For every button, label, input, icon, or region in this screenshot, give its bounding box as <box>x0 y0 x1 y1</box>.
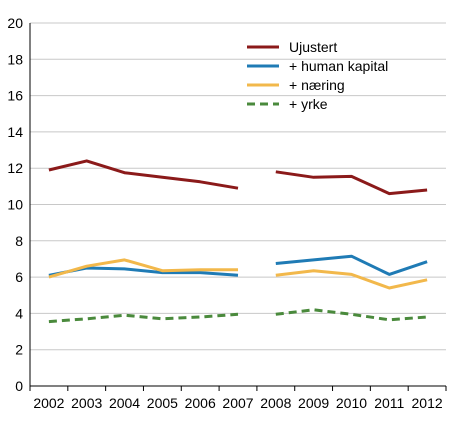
y-tick-label: 16 <box>7 88 23 104</box>
series-line-næring <box>275 269 428 290</box>
y-tick-label: 14 <box>7 124 23 140</box>
y-tick-label: 0 <box>15 378 23 394</box>
series-line-yrke <box>275 308 428 322</box>
y-tick-label: 8 <box>15 233 23 249</box>
x-tick-label: 2005 <box>147 395 178 411</box>
series-line-næring <box>48 258 238 279</box>
x-tick-label: 2006 <box>185 395 216 411</box>
y-tick-label: 10 <box>7 197 23 213</box>
series-line-ujustert <box>275 170 428 196</box>
x-tick-label: 2010 <box>336 395 367 411</box>
series-line-human-kapital <box>275 254 428 276</box>
series-line-yrke <box>48 312 239 324</box>
x-tick-label: 2009 <box>298 395 329 411</box>
legend-label: + human kapital <box>289 58 388 74</box>
x-tick-label: 2003 <box>71 395 102 411</box>
y-tick-label: 4 <box>15 305 23 321</box>
y-tick-label: 18 <box>7 51 23 67</box>
x-tick-label: 2012 <box>412 395 443 411</box>
y-tick-label: 6 <box>15 269 23 285</box>
x-tick-label: 2008 <box>260 395 291 411</box>
axes: 0 2 4 6 8 10 12 14 16 18 20 2002 2003 2004 2005 2006 200… <box>7 15 447 411</box>
legend-label: + næring <box>289 77 345 93</box>
series-lines <box>48 159 428 324</box>
y-tick-label: 12 <box>7 160 23 176</box>
legend-label: Ujustert <box>289 39 337 55</box>
x-tick-label: 2007 <box>222 395 253 411</box>
x-tick-label: 2004 <box>109 395 140 411</box>
legend: Ujustert + human kapital + næring + yrke <box>247 39 388 112</box>
legend-label: + yrke <box>289 96 328 112</box>
x-tick-label: 2002 <box>33 395 64 411</box>
series-line-ujustert <box>48 159 239 190</box>
gridlines <box>30 22 446 351</box>
y-tick-label: 20 <box>7 15 23 31</box>
x-tick-label: 2011 <box>374 395 404 411</box>
y-tick-label: 2 <box>15 342 23 358</box>
